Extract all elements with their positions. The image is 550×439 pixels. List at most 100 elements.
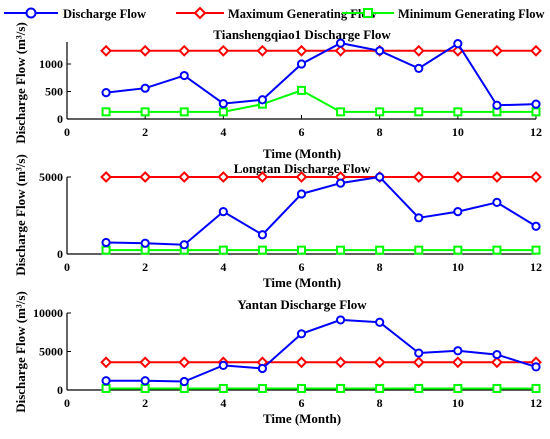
data-point: [139, 356, 152, 369]
x-tick-label: 12: [530, 396, 542, 410]
data-point: [101, 383, 111, 393]
legend-label-minimum: Minimum Generating Flow: [398, 7, 545, 21]
data-point: [257, 95, 268, 105]
data-point: [492, 197, 502, 208]
data-point: [297, 383, 306, 393]
data-point: [414, 63, 424, 74]
data-point: [140, 107, 150, 117]
data-point: [178, 356, 191, 369]
data-point: [257, 383, 267, 393]
y-tick-label: 500: [45, 85, 63, 99]
data-point: [256, 44, 269, 57]
series-minimum-generating-flow: [101, 245, 541, 255]
series-minimum-generating-flow: [101, 383, 541, 393]
data-point: [414, 383, 424, 393]
x-tick-label: 0: [64, 260, 70, 274]
data-point: [101, 376, 111, 386]
x-tick-label: 10: [452, 125, 464, 139]
data-point: [218, 107, 228, 117]
data-point: [414, 348, 424, 358]
data-point: [491, 171, 503, 183]
x-tick-label: 12: [530, 125, 542, 139]
data-point: [179, 240, 189, 250]
data-point: [491, 356, 503, 369]
series-line: [106, 318, 537, 383]
data-point: [217, 171, 230, 183]
data-point: [101, 107, 111, 117]
data-point: [414, 245, 424, 255]
legend-item-discharge: Discharge Flow: [4, 7, 146, 21]
data-point: [257, 245, 267, 255]
data-point: [336, 107, 346, 117]
data-point: [257, 230, 268, 240]
data-point: [453, 107, 463, 117]
x-tick-label: 2: [142, 260, 148, 274]
x-tick-label: 4: [220, 125, 226, 139]
data-point: [531, 221, 541, 231]
data-point: [492, 100, 502, 110]
data-point: [412, 356, 425, 369]
legend-label-maximum: Maximum Generating Flow: [228, 7, 377, 21]
x-axis-label: Time (Month): [263, 411, 341, 426]
y-tick-label: 5000: [39, 345, 63, 359]
data-point: [295, 356, 308, 369]
x-tick-label: 6: [299, 260, 305, 274]
data-point: [100, 356, 112, 369]
data-point: [140, 383, 150, 393]
y-tick-label: 1000: [39, 57, 63, 71]
y-axis-label: Discharge Flow (m³/s): [13, 154, 28, 276]
chart-panel-longtan: Longtan Discharge Flow Time (Month) Disc…: [13, 154, 542, 290]
x-tick-label: 4: [220, 396, 226, 410]
data-point: [296, 329, 307, 339]
data-point: [179, 70, 189, 81]
data-point: [100, 44, 112, 57]
legend-item-maximum: Maximum Generating Flow: [176, 6, 377, 21]
x-tick-label: 10: [452, 396, 464, 410]
data-point: [335, 38, 346, 48]
data-point: [375, 245, 385, 255]
data-point: [179, 107, 189, 117]
data-point: [334, 356, 347, 369]
data-point: [492, 383, 502, 393]
data-point: [139, 44, 152, 57]
x-tick-label: 8: [377, 125, 383, 139]
series-line: [106, 89, 536, 113]
data-point: [375, 317, 385, 327]
x-tick-label: 10: [452, 260, 464, 274]
data-point: [178, 44, 191, 57]
data-point: [531, 245, 541, 255]
panel-title: Yantan Discharge Flow: [237, 297, 367, 312]
data-point: [296, 59, 307, 69]
x-axis-label: Time (Month): [263, 146, 341, 161]
panel-title: Tianshengqiao1 Discharge Flow: [213, 27, 391, 42]
data-point: [531, 107, 541, 117]
data-point: [531, 362, 541, 372]
data-point: [451, 171, 464, 183]
y-tick-label: 10000: [33, 306, 63, 320]
data-point: [140, 376, 150, 386]
chart-panel-tianshengqiao1: Tianshengqiao1 Discharge Flow Time (Mont…: [13, 22, 542, 161]
data-point: [139, 171, 152, 183]
data-point: [373, 356, 386, 369]
x-tick-label: 8: [377, 260, 383, 274]
x-tick-label: 12: [530, 260, 542, 274]
y-axis-label: Discharge Flow (m³/s): [13, 22, 28, 144]
data-point: [335, 315, 346, 325]
data-point: [531, 99, 541, 109]
legend-marker-maximum: [193, 6, 207, 20]
data-point: [218, 99, 228, 109]
x-tick-label: 2: [142, 125, 148, 139]
data-point: [335, 178, 346, 188]
x-tick-label: 0: [64, 125, 70, 139]
series-discharge-flow: [101, 172, 541, 250]
series-discharge-flow: [101, 38, 541, 110]
data-point: [295, 171, 308, 183]
data-point: [140, 238, 150, 248]
panel-title: Longtan Discharge Flow: [234, 161, 371, 176]
data-point: [334, 44, 347, 57]
data-point: [453, 207, 463, 217]
data-point: [297, 85, 306, 95]
data-point: [492, 245, 502, 255]
data-point: [218, 360, 228, 370]
